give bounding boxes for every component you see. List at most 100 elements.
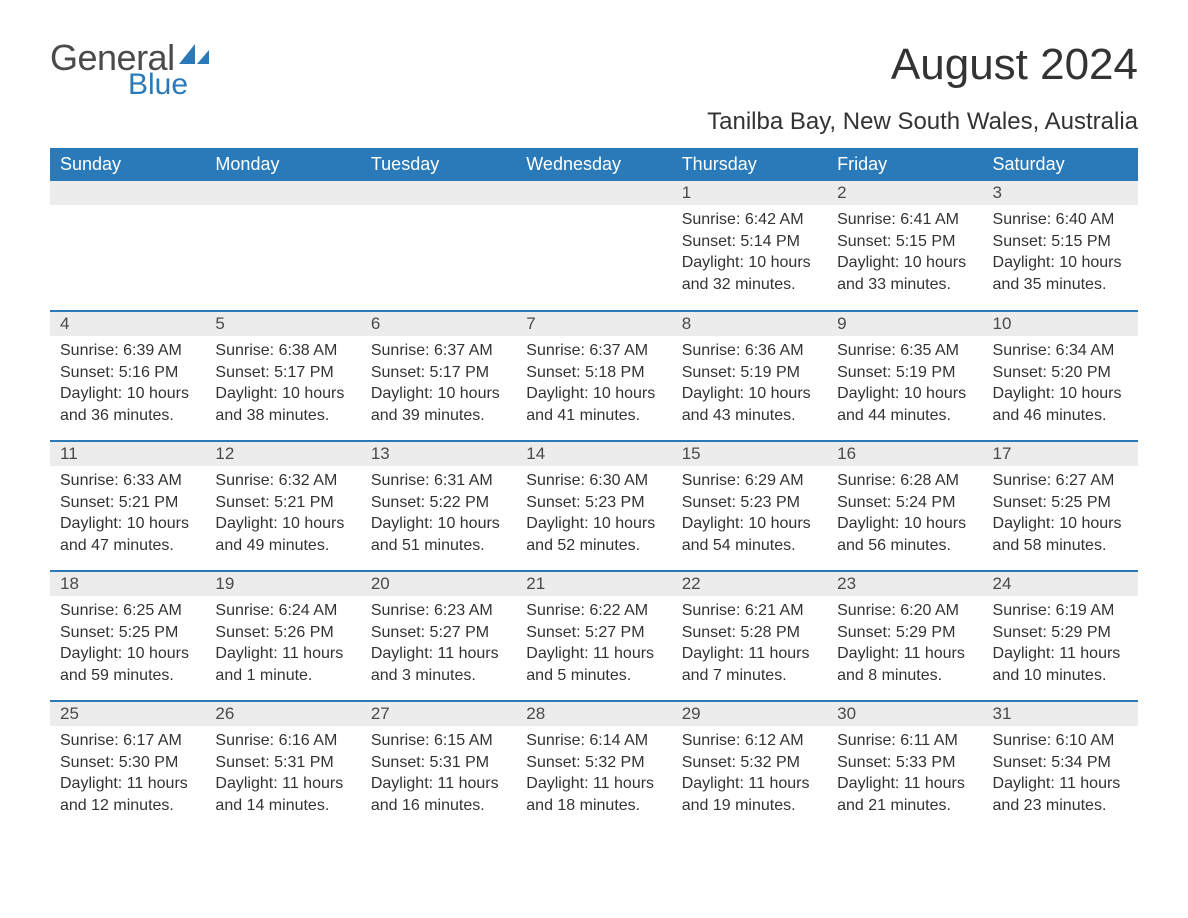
sunset-text: Sunset: 5:31 PM bbox=[371, 752, 506, 774]
calendar-cell: 30Sunrise: 6:11 AMSunset: 5:33 PMDayligh… bbox=[827, 701, 982, 831]
calendar-cell: 20Sunrise: 6:23 AMSunset: 5:27 PMDayligh… bbox=[361, 571, 516, 701]
day-number: 4 bbox=[50, 312, 205, 336]
daylight-text: Daylight: 10 hours and 52 minutes. bbox=[526, 513, 661, 556]
day-number: 2 bbox=[827, 181, 982, 205]
daylight-text: Daylight: 10 hours and 41 minutes. bbox=[526, 383, 661, 426]
sunset-text: Sunset: 5:22 PM bbox=[371, 492, 506, 514]
sunset-text: Sunset: 5:15 PM bbox=[837, 231, 972, 253]
cell-body: Sunrise: 6:23 AMSunset: 5:27 PMDaylight:… bbox=[361, 596, 516, 694]
sunrise-text: Sunrise: 6:33 AM bbox=[60, 470, 195, 492]
sunset-text: Sunset: 5:23 PM bbox=[526, 492, 661, 514]
day-number: 7 bbox=[516, 312, 671, 336]
daylight-text: Daylight: 11 hours and 8 minutes. bbox=[837, 643, 972, 686]
day-number: 31 bbox=[983, 702, 1138, 726]
sunrise-text: Sunrise: 6:42 AM bbox=[682, 209, 817, 231]
day-number: 15 bbox=[672, 442, 827, 466]
sunset-text: Sunset: 5:18 PM bbox=[526, 362, 661, 384]
daylight-text: Daylight: 11 hours and 23 minutes. bbox=[993, 773, 1128, 816]
sunrise-text: Sunrise: 6:39 AM bbox=[60, 340, 195, 362]
sunrise-text: Sunrise: 6:34 AM bbox=[993, 340, 1128, 362]
cell-body: Sunrise: 6:40 AMSunset: 5:15 PMDaylight:… bbox=[983, 205, 1138, 303]
calendar-cell: 15Sunrise: 6:29 AMSunset: 5:23 PMDayligh… bbox=[672, 441, 827, 571]
calendar-week-row: 4Sunrise: 6:39 AMSunset: 5:16 PMDaylight… bbox=[50, 311, 1138, 441]
daylight-text: Daylight: 10 hours and 33 minutes. bbox=[837, 252, 972, 295]
daylight-text: Daylight: 11 hours and 21 minutes. bbox=[837, 773, 972, 816]
sunrise-text: Sunrise: 6:30 AM bbox=[526, 470, 661, 492]
day-number: 19 bbox=[205, 572, 360, 596]
sunset-text: Sunset: 5:15 PM bbox=[993, 231, 1128, 253]
cell-body: Sunrise: 6:27 AMSunset: 5:25 PMDaylight:… bbox=[983, 466, 1138, 564]
sunrise-text: Sunrise: 6:31 AM bbox=[371, 470, 506, 492]
day-number: 25 bbox=[50, 702, 205, 726]
sunrise-text: Sunrise: 6:23 AM bbox=[371, 600, 506, 622]
day-number: 26 bbox=[205, 702, 360, 726]
sunrise-text: Sunrise: 6:27 AM bbox=[993, 470, 1128, 492]
calendar-cell: 13Sunrise: 6:31 AMSunset: 5:22 PMDayligh… bbox=[361, 441, 516, 571]
day-number: 17 bbox=[983, 442, 1138, 466]
daylight-text: Daylight: 10 hours and 46 minutes. bbox=[993, 383, 1128, 426]
calendar-cell: 17Sunrise: 6:27 AMSunset: 5:25 PMDayligh… bbox=[983, 441, 1138, 571]
sunrise-text: Sunrise: 6:16 AM bbox=[215, 730, 350, 752]
cell-body: Sunrise: 6:19 AMSunset: 5:29 PMDaylight:… bbox=[983, 596, 1138, 694]
sunrise-text: Sunrise: 6:37 AM bbox=[371, 340, 506, 362]
cell-body: Sunrise: 6:30 AMSunset: 5:23 PMDaylight:… bbox=[516, 466, 671, 564]
day-number: 21 bbox=[516, 572, 671, 596]
daylight-text: Daylight: 11 hours and 19 minutes. bbox=[682, 773, 817, 816]
sunrise-text: Sunrise: 6:20 AM bbox=[837, 600, 972, 622]
sunset-text: Sunset: 5:33 PM bbox=[837, 752, 972, 774]
cell-body: Sunrise: 6:34 AMSunset: 5:20 PMDaylight:… bbox=[983, 336, 1138, 434]
calendar-cell: 19Sunrise: 6:24 AMSunset: 5:26 PMDayligh… bbox=[205, 571, 360, 701]
calendar-cell: 24Sunrise: 6:19 AMSunset: 5:29 PMDayligh… bbox=[983, 571, 1138, 701]
calendar-cell: 2 Sunrise: 6:41 AMSunset: 5:15 PMDaylight… bbox=[827, 181, 982, 311]
col-monday: Monday bbox=[205, 148, 360, 181]
day-number: 5 bbox=[205, 312, 360, 336]
header: General Blue August 2024 bbox=[50, 40, 1138, 100]
calendar-cell: 18Sunrise: 6:25 AMSunset: 5:25 PMDayligh… bbox=[50, 571, 205, 701]
day-number bbox=[516, 181, 671, 205]
sunset-text: Sunset: 5:14 PM bbox=[682, 231, 817, 253]
sunrise-text: Sunrise: 6:29 AM bbox=[682, 470, 817, 492]
calendar-cell: 26Sunrise: 6:16 AMSunset: 5:31 PMDayligh… bbox=[205, 701, 360, 831]
calendar-header-row: Sunday Monday Tuesday Wednesday Thursday… bbox=[50, 148, 1138, 181]
daylight-text: Daylight: 11 hours and 1 minute. bbox=[215, 643, 350, 686]
sunrise-text: Sunrise: 6:41 AM bbox=[837, 209, 972, 231]
cell-body: Sunrise: 6:38 AMSunset: 5:17 PMDaylight:… bbox=[205, 336, 360, 434]
calendar-cell: 6Sunrise: 6:37 AMSunset: 5:17 PMDaylight… bbox=[361, 311, 516, 441]
daylight-text: Daylight: 11 hours and 12 minutes. bbox=[60, 773, 195, 816]
sunrise-text: Sunrise: 6:17 AM bbox=[60, 730, 195, 752]
sunset-text: Sunset: 5:29 PM bbox=[837, 622, 972, 644]
calendar-table: Sunday Monday Tuesday Wednesday Thursday… bbox=[50, 148, 1138, 831]
daylight-text: Daylight: 10 hours and 56 minutes. bbox=[837, 513, 972, 556]
sunrise-text: Sunrise: 6:21 AM bbox=[682, 600, 817, 622]
daylight-text: Daylight: 10 hours and 32 minutes. bbox=[682, 252, 817, 295]
cell-body: Sunrise: 6:36 AMSunset: 5:19 PMDaylight:… bbox=[672, 336, 827, 434]
day-number: 22 bbox=[672, 572, 827, 596]
cell-body: Sunrise: 6:39 AMSunset: 5:16 PMDaylight:… bbox=[50, 336, 205, 434]
sunrise-text: Sunrise: 6:10 AM bbox=[993, 730, 1128, 752]
sunrise-text: Sunrise: 6:40 AM bbox=[993, 209, 1128, 231]
calendar-week-row: 25Sunrise: 6:17 AMSunset: 5:30 PMDayligh… bbox=[50, 701, 1138, 831]
sunset-text: Sunset: 5:25 PM bbox=[993, 492, 1128, 514]
day-number bbox=[50, 181, 205, 205]
daylight-text: Daylight: 10 hours and 47 minutes. bbox=[60, 513, 195, 556]
logo: General Blue bbox=[50, 40, 211, 100]
sunset-text: Sunset: 5:24 PM bbox=[837, 492, 972, 514]
calendar-cell: 28Sunrise: 6:14 AMSunset: 5:32 PMDayligh… bbox=[516, 701, 671, 831]
sunset-text: Sunset: 5:32 PM bbox=[682, 752, 817, 774]
daylight-text: Daylight: 10 hours and 59 minutes. bbox=[60, 643, 195, 686]
daylight-text: Daylight: 10 hours and 35 minutes. bbox=[993, 252, 1128, 295]
day-number: 18 bbox=[50, 572, 205, 596]
calendar-cell: 8Sunrise: 6:36 AMSunset: 5:19 PMDaylight… bbox=[672, 311, 827, 441]
sunset-text: Sunset: 5:19 PM bbox=[837, 362, 972, 384]
cell-body: Sunrise: 6:33 AMSunset: 5:21 PMDaylight:… bbox=[50, 466, 205, 564]
day-number: 10 bbox=[983, 312, 1138, 336]
sunrise-text: Sunrise: 6:12 AM bbox=[682, 730, 817, 752]
col-thursday: Thursday bbox=[672, 148, 827, 181]
day-number: 27 bbox=[361, 702, 516, 726]
daylight-text: Daylight: 11 hours and 18 minutes. bbox=[526, 773, 661, 816]
cell-body: Sunrise: 6:17 AMSunset: 5:30 PMDaylight:… bbox=[50, 726, 205, 824]
sunrise-text: Sunrise: 6:35 AM bbox=[837, 340, 972, 362]
sunrise-text: Sunrise: 6:38 AM bbox=[215, 340, 350, 362]
day-number: 8 bbox=[672, 312, 827, 336]
day-number: 20 bbox=[361, 572, 516, 596]
